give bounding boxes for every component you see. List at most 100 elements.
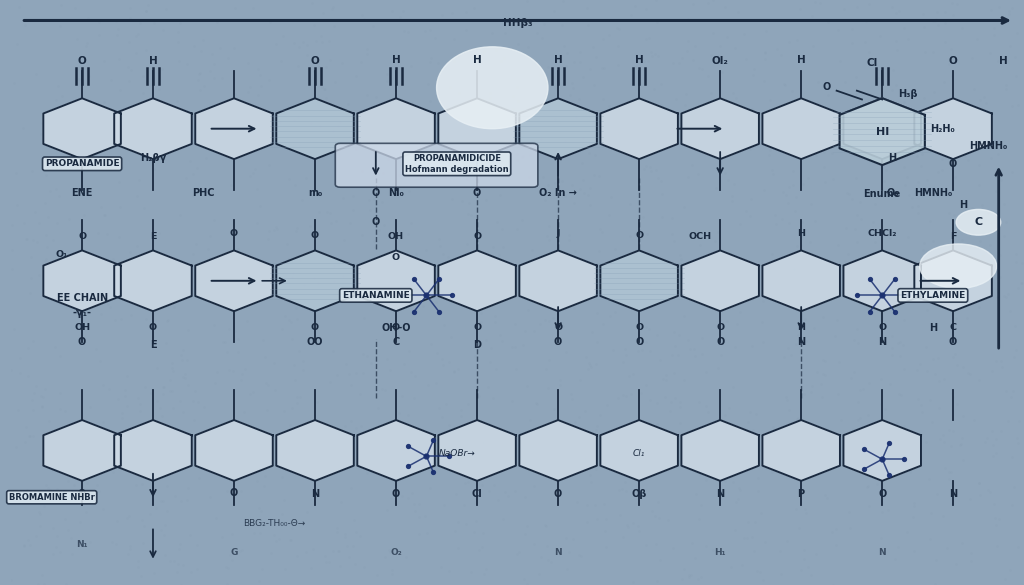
- Text: O: O: [473, 188, 481, 198]
- Text: O₁: O₁: [55, 250, 68, 259]
- Text: O: O: [229, 487, 239, 498]
- Text: H: H: [888, 153, 896, 163]
- Text: BBG₂-TH₀₀-Θ→: BBG₂-TH₀₀-Θ→: [244, 519, 305, 528]
- Text: C: C: [392, 337, 399, 347]
- Text: O: O: [635, 230, 643, 240]
- Polygon shape: [276, 98, 354, 159]
- Text: H: H: [797, 229, 805, 239]
- Text: N: N: [949, 489, 957, 500]
- Text: BROMAMINE NHBr: BROMAMINE NHBr: [9, 493, 94, 502]
- Text: N: N: [311, 489, 319, 500]
- Text: OH–O: OH–O: [381, 322, 411, 333]
- Polygon shape: [438, 250, 516, 311]
- Text: P: P: [798, 489, 805, 500]
- Text: H: H: [999, 56, 1008, 67]
- Text: O: O: [948, 56, 957, 67]
- Text: HMNH₀: HMNH₀: [970, 141, 1008, 152]
- Text: N: N: [879, 548, 886, 558]
- Polygon shape: [357, 420, 435, 481]
- Polygon shape: [844, 420, 921, 481]
- Text: O: O: [311, 230, 319, 240]
- Text: N: N: [797, 337, 805, 347]
- Polygon shape: [357, 98, 435, 159]
- Text: H₂βγ: H₂βγ: [140, 153, 166, 163]
- Text: O: O: [392, 323, 400, 332]
- Text: O₃: O₃: [886, 188, 899, 198]
- Polygon shape: [115, 250, 191, 311]
- Polygon shape: [196, 98, 272, 159]
- Text: E: E: [150, 340, 157, 350]
- Text: O₂: O₂: [390, 548, 402, 558]
- Text: O: O: [473, 232, 481, 242]
- Text: H: H: [392, 55, 400, 66]
- Text: O: O: [310, 56, 319, 67]
- Text: ETHYLAMINE: ETHYLAMINE: [900, 291, 966, 300]
- Text: O: O: [78, 56, 86, 67]
- Text: H₂H₀: H₂H₀: [931, 123, 955, 134]
- Ellipse shape: [436, 47, 548, 129]
- Text: C: C: [949, 323, 956, 332]
- Text: O: O: [392, 253, 400, 262]
- Text: N: N: [879, 337, 886, 347]
- Polygon shape: [600, 250, 678, 311]
- Polygon shape: [357, 250, 435, 311]
- Polygon shape: [196, 250, 272, 311]
- Text: OH: OH: [74, 323, 90, 332]
- Text: -γ₁-: -γ₁-: [73, 308, 91, 318]
- Text: m₀: m₀: [308, 188, 323, 198]
- Text: O: O: [473, 323, 481, 332]
- Polygon shape: [519, 250, 597, 311]
- Polygon shape: [43, 420, 121, 481]
- Text: H: H: [473, 55, 481, 66]
- Polygon shape: [681, 98, 759, 159]
- Text: H₃β: H₃β: [898, 88, 918, 99]
- Polygon shape: [844, 98, 921, 159]
- Polygon shape: [115, 98, 191, 159]
- Text: H: H: [959, 199, 968, 210]
- Text: O: O: [554, 489, 562, 500]
- Text: NI₀: NI₀: [388, 188, 404, 198]
- Text: F: F: [950, 232, 956, 242]
- Text: O: O: [635, 323, 643, 332]
- Text: O: O: [879, 489, 887, 500]
- Text: O: O: [392, 489, 400, 500]
- Text: O: O: [311, 323, 319, 332]
- Polygon shape: [840, 98, 925, 165]
- Text: O: O: [78, 232, 86, 242]
- Text: J: J: [556, 229, 560, 239]
- Polygon shape: [914, 98, 992, 159]
- Polygon shape: [276, 250, 354, 311]
- Polygon shape: [519, 420, 597, 481]
- Text: O: O: [716, 323, 724, 332]
- Text: Ol₂: Ol₂: [712, 56, 729, 67]
- Text: ETHANAMINE: ETHANAMINE: [342, 291, 410, 300]
- Text: Cl: Cl: [472, 489, 482, 500]
- Text: EE CHAIN: EE CHAIN: [56, 293, 108, 304]
- Text: HI: HI: [876, 126, 889, 137]
- Ellipse shape: [920, 244, 996, 288]
- Text: HHβ₃: HHβ₃: [503, 18, 532, 29]
- Text: N: N: [554, 548, 562, 558]
- Polygon shape: [43, 250, 121, 311]
- Polygon shape: [43, 98, 121, 159]
- Text: O: O: [949, 159, 957, 169]
- Text: H: H: [635, 55, 643, 66]
- Text: O: O: [716, 337, 724, 347]
- Text: H: H: [554, 55, 562, 66]
- Text: Enume: Enume: [863, 189, 901, 199]
- Text: O: O: [554, 337, 562, 347]
- Polygon shape: [438, 98, 516, 159]
- Text: E: E: [150, 232, 157, 242]
- Text: OCH: OCH: [688, 232, 712, 242]
- Polygon shape: [196, 420, 272, 481]
- Polygon shape: [844, 250, 921, 311]
- Text: O: O: [372, 188, 380, 198]
- Text: H: H: [148, 56, 158, 67]
- Polygon shape: [681, 420, 759, 481]
- Text: C: C: [975, 217, 982, 228]
- Text: G: G: [230, 548, 238, 558]
- Text: O: O: [879, 323, 886, 332]
- Text: O₂ ln →: O₂ ln →: [540, 188, 578, 198]
- Text: NaOBr→: NaOBr→: [438, 449, 475, 458]
- Polygon shape: [681, 250, 759, 311]
